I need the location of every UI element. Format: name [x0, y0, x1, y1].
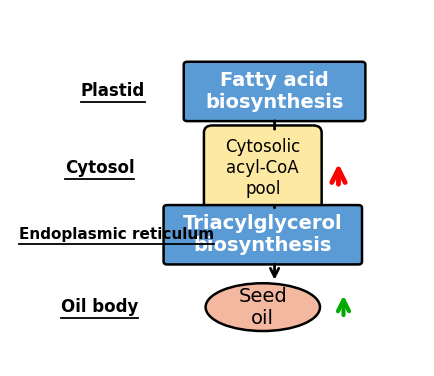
Text: Plastid: Plastid	[81, 82, 145, 100]
Text: Seed
oil: Seed oil	[238, 287, 287, 327]
Text: Fatty acid
biosynthesis: Fatty acid biosynthesis	[205, 71, 344, 112]
FancyBboxPatch shape	[184, 62, 365, 121]
FancyBboxPatch shape	[204, 126, 322, 211]
FancyBboxPatch shape	[164, 205, 362, 264]
Text: Cytosolic
acyl-CoA
pool: Cytosolic acyl-CoA pool	[225, 138, 300, 198]
Text: Triacylglycerol
biosynthesis: Triacylglycerol biosynthesis	[183, 214, 342, 255]
Text: Cytosol: Cytosol	[65, 159, 135, 177]
Text: Endoplasmic reticulum: Endoplasmic reticulum	[19, 227, 214, 242]
Ellipse shape	[206, 283, 320, 331]
Text: Oil body: Oil body	[61, 298, 138, 316]
